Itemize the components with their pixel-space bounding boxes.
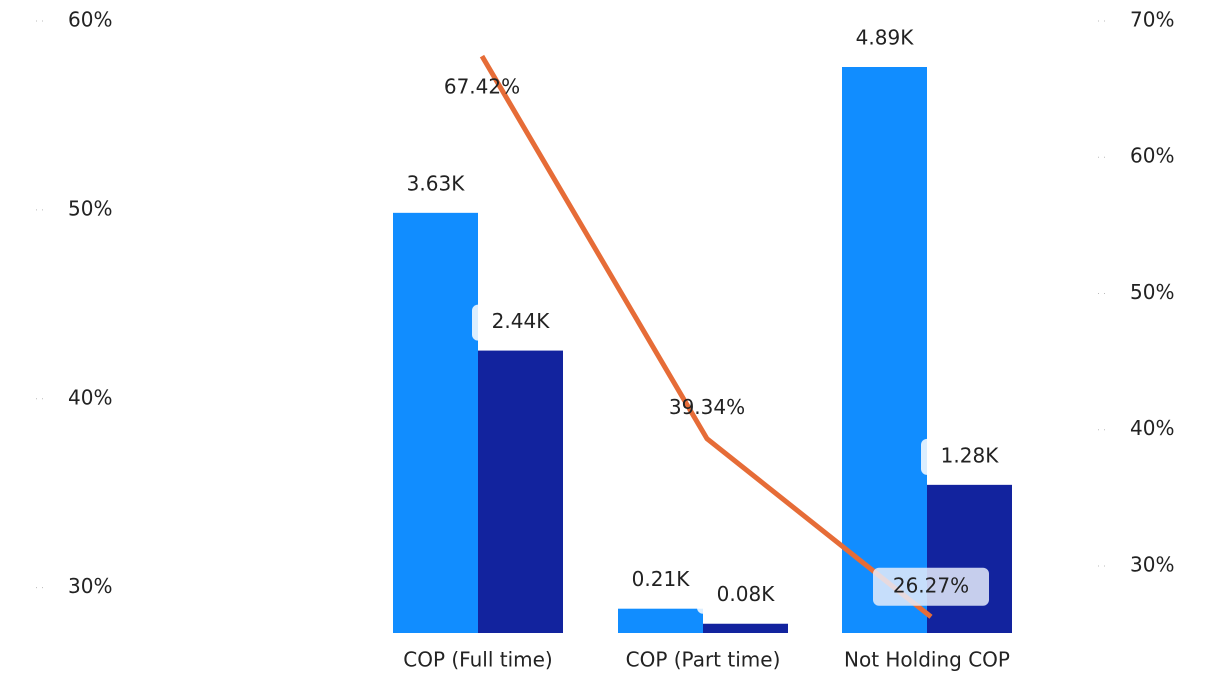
y2-tick-label: 50% (1130, 280, 1174, 304)
y-tick-label: 40% (68, 385, 112, 409)
data-label: 3.63K (407, 171, 466, 195)
line-label: 67.42% (444, 75, 520, 99)
y2-tick-label: 40% (1130, 416, 1174, 440)
label-bg (921, 438, 1008, 475)
y2-tick-label: 60% (1130, 144, 1174, 168)
line-label: 39.34% (669, 395, 745, 419)
bar (393, 212, 478, 633)
y-tick-label: 30% (68, 574, 112, 598)
label-bg (472, 304, 559, 341)
y2-tick-label: 30% (1130, 552, 1174, 576)
y2-tick-label: 70% (1130, 8, 1174, 32)
line (479, 54, 933, 619)
x-tick-label: COP (Part time) (626, 648, 781, 672)
data-label: 0.21K (632, 567, 691, 591)
data-label: 2.44K (492, 309, 551, 333)
data-label: 1.28K (941, 443, 1000, 467)
x-tick-label: COP (Full time) (403, 648, 552, 672)
x-tick-label: Not Holding COP (844, 648, 1010, 672)
bar (927, 484, 1012, 633)
y-tick-label: 50% (68, 196, 112, 220)
data-label: 0.08K (717, 582, 776, 606)
label-bg (873, 567, 989, 606)
line-label: 26.27% (893, 573, 969, 597)
bar (842, 67, 927, 633)
label-bg (697, 577, 784, 614)
bar (478, 350, 563, 633)
bar (703, 623, 788, 633)
bar (618, 608, 703, 633)
data-label: 4.89K (856, 26, 915, 50)
y-tick-label: 60% (68, 8, 112, 32)
